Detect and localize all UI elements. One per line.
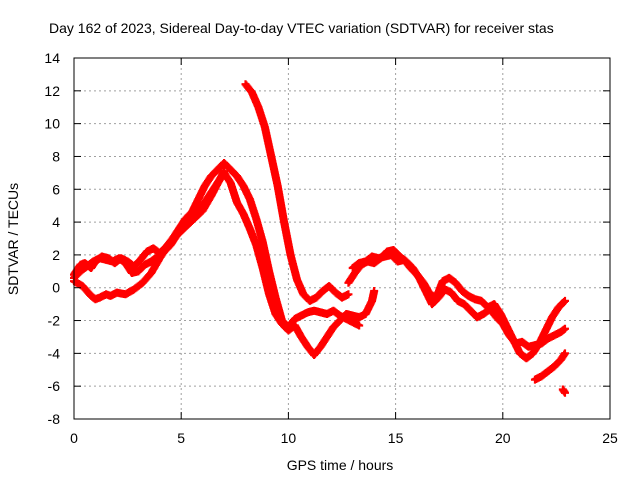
y-tick-label: 8: [52, 148, 60, 164]
y-tick-label: 12: [44, 83, 60, 99]
tick-labels: 0 5 10 15 20 25 -8 -6 -4 -2 0 2 4 6 8 10 12 14: [44, 50, 618, 446]
x-tick-label: 0: [70, 430, 78, 446]
data-point: [560, 349, 569, 358]
data-point: [220, 167, 229, 176]
data-point: [355, 321, 364, 330]
x-tick-label: 10: [281, 430, 297, 446]
x-tick-label: 5: [177, 430, 185, 446]
y-axis-label: SDTVAR / TECUs: [5, 183, 21, 295]
y-tick-label: 4: [52, 214, 60, 230]
x-axis-label: GPS time / hours: [287, 457, 394, 473]
data-point: [560, 388, 569, 397]
plot-frame: [73, 57, 611, 420]
y-tick-label: -2: [48, 313, 61, 329]
y-tick-label: 2: [52, 247, 60, 263]
data-point: [370, 287, 379, 296]
series-trace-2: [70, 159, 364, 332]
x-tick-label: 20: [495, 430, 511, 446]
chart-title: Day 162 of 2023, Sidereal Day-to-day VTE…: [49, 20, 554, 36]
y-tick-label: -4: [48, 345, 61, 361]
y-tick-label: 6: [52, 181, 60, 197]
data-point: [560, 324, 569, 333]
y-tick-label: -6: [48, 378, 61, 394]
y-tick-label: 10: [44, 116, 60, 132]
series-trace-4: [241, 80, 353, 305]
series-trace-6: [348, 250, 569, 363]
data-point: [560, 296, 569, 305]
ticks: [73, 57, 611, 420]
data-series: [70, 80, 569, 397]
series-trace-3: [70, 167, 229, 304]
x-tick-label: 25: [602, 430, 618, 446]
grid: [74, 58, 610, 419]
y-tick-label: 0: [52, 280, 60, 296]
x-tick-label: 15: [388, 430, 404, 446]
data-point: [344, 290, 353, 299]
series-trace-8: [558, 385, 569, 397]
y-tick-label: -8: [48, 411, 61, 427]
series-trace-7: [530, 349, 569, 384]
y-tick-label: 14: [44, 50, 60, 66]
